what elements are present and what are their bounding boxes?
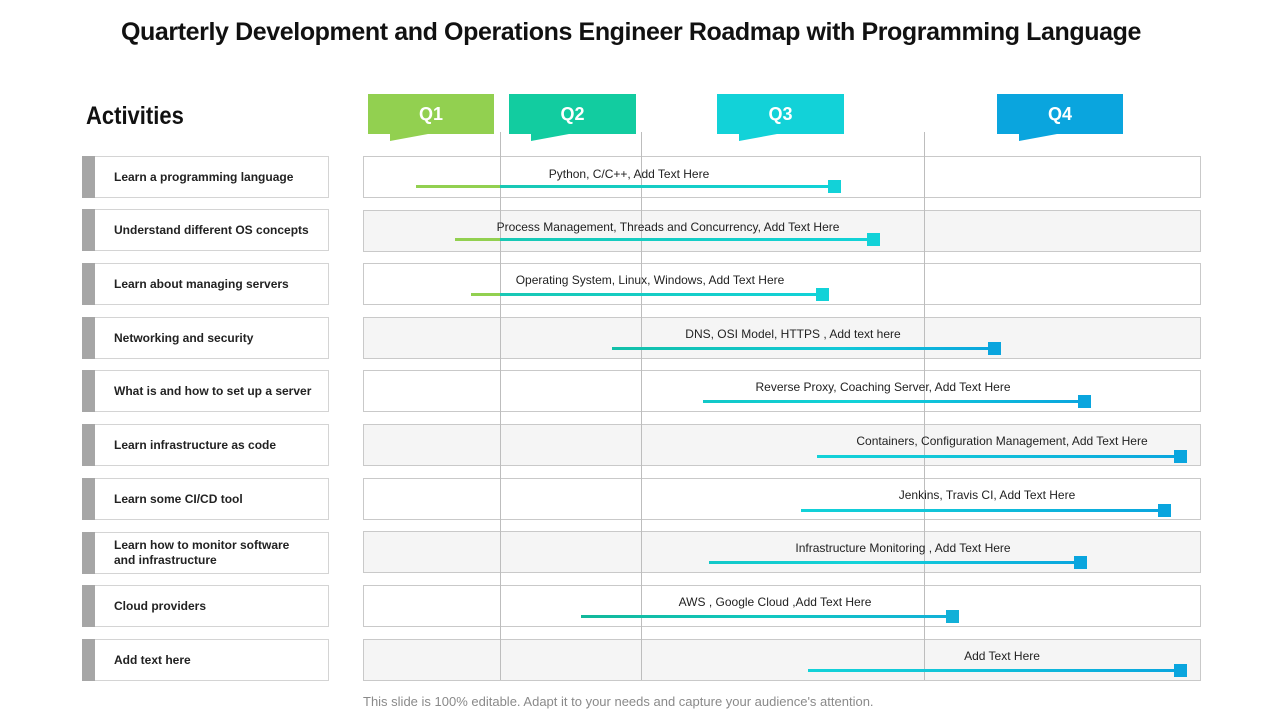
quarter-tab-q4: Q4	[997, 94, 1123, 141]
activity-item: Learn about managing servers	[82, 263, 329, 305]
activity-label: What is and how to set up a server	[114, 383, 312, 398]
activity-marker	[82, 639, 95, 681]
bar-end-marker	[1074, 556, 1087, 569]
tab-pointer	[1019, 134, 1057, 141]
activity-item: Learn infrastructure as code	[82, 424, 329, 466]
bar-end-marker	[1174, 450, 1187, 463]
bar-end-marker	[1174, 664, 1187, 677]
activity-label: Understand different OS concepts	[114, 222, 309, 237]
bar-label: AWS , Google Cloud ,Add Text Here	[678, 595, 872, 609]
bar-end-marker	[1158, 504, 1171, 517]
activity-label: Learn how to monitor software and infras…	[114, 538, 290, 567]
bar-label: Containers, Configuration Management, Ad…	[856, 434, 1148, 448]
timeline-bar	[703, 400, 1085, 403]
activity-marker	[82, 263, 95, 305]
quarter-divider	[641, 132, 642, 680]
activity-marker	[82, 532, 95, 574]
bar-end-marker	[816, 288, 829, 301]
activity-label: Networking and security	[114, 330, 254, 345]
timeline-bar	[801, 509, 1165, 512]
activity-label: Add text here	[114, 652, 191, 667]
activity-label: Learn a programming language	[114, 169, 294, 184]
activity-label: Cloud providers	[114, 598, 207, 613]
footer-note: This slide is 100% editable. Adapt it to…	[363, 694, 874, 709]
timeline-bar	[581, 615, 953, 618]
bar-end-marker	[867, 233, 880, 246]
quarter-label: Q1	[418, 103, 443, 124]
activity-marker	[82, 156, 95, 198]
timeline-row	[363, 317, 1201, 359]
activity-label: Learn some CI/CD tool	[114, 491, 243, 506]
tab-pointer	[739, 134, 777, 141]
bar-end-marker	[1078, 395, 1091, 408]
quarter-label: Q3	[768, 103, 793, 124]
timeline-row	[363, 424, 1201, 466]
bar-label: Operating System, Linux, Windows, Add Te…	[515, 273, 785, 287]
timeline-bar	[709, 561, 1081, 564]
activity-item: Learn how to monitor software and infras…	[82, 532, 329, 574]
activity-marker	[82, 317, 95, 359]
bar-label: Infrastructure Monitoring , Add Text Her…	[795, 541, 1011, 555]
quarter-divider	[500, 132, 501, 680]
activity-item: Understand different OS concepts	[82, 209, 329, 251]
activity-marker	[82, 209, 95, 251]
bar-end-marker	[946, 610, 959, 623]
activity-marker	[82, 424, 95, 466]
timeline-row	[363, 210, 1201, 252]
slide-title: Quarterly Development and Operations Eng…	[121, 18, 1141, 46]
quarter-divider	[924, 132, 925, 680]
quarter-label: Q4	[1047, 103, 1072, 124]
timeline-row	[363, 156, 1201, 198]
quarter-label: Q2	[560, 103, 585, 124]
activity-item: Add text here	[82, 639, 329, 681]
activity-item: Learn some CI/CD tool	[82, 478, 329, 520]
timeline-bar	[817, 455, 1181, 458]
timeline-bar	[612, 347, 995, 350]
activity-item: What is and how to set up a server	[82, 370, 329, 412]
bar-label: Add Text Here	[964, 649, 1040, 663]
timeline-row	[363, 370, 1201, 412]
bar-label: Jenkins, Travis CI, Add Text Here	[898, 488, 1076, 502]
bar-label: Python, C/C++, Add Text Here	[548, 167, 710, 181]
activity-marker	[82, 585, 95, 627]
activities-heading: Activities	[86, 102, 184, 130]
activity-item: Networking and security	[82, 317, 329, 359]
bar-end-marker	[988, 342, 1001, 355]
tab-pointer	[390, 134, 428, 141]
timeline-row	[363, 263, 1201, 305]
timeline-row	[363, 639, 1201, 681]
quarter-tab-q3: Q3	[717, 94, 844, 141]
activity-marker	[82, 370, 95, 412]
activity-item: Cloud providers	[82, 585, 329, 627]
activity-label: Learn infrastructure as code	[114, 437, 277, 452]
activity-label: Learn about managing servers	[114, 276, 289, 291]
timeline-bar	[455, 238, 875, 241]
quarter-tab-q2: Q2	[509, 94, 636, 141]
timeline-bar	[471, 293, 823, 296]
timeline-bar	[808, 669, 1181, 672]
quarter-tab-q1: Q1	[368, 94, 494, 141]
tab-pointer	[531, 134, 569, 141]
activity-item: Learn a programming language	[82, 156, 329, 198]
timeline-row	[363, 478, 1201, 520]
timeline-row	[363, 531, 1201, 573]
timeline-row	[363, 585, 1201, 627]
bar-end-marker	[828, 180, 841, 193]
bar-label: Process Management, Threads and Concurre…	[496, 220, 840, 234]
timeline-bar	[416, 185, 836, 188]
activity-marker	[82, 478, 95, 520]
bar-label: Reverse Proxy, Coaching Server, Add Text…	[755, 380, 1011, 394]
bar-label: DNS, OSI Model, HTTPS , Add text here	[685, 327, 901, 341]
